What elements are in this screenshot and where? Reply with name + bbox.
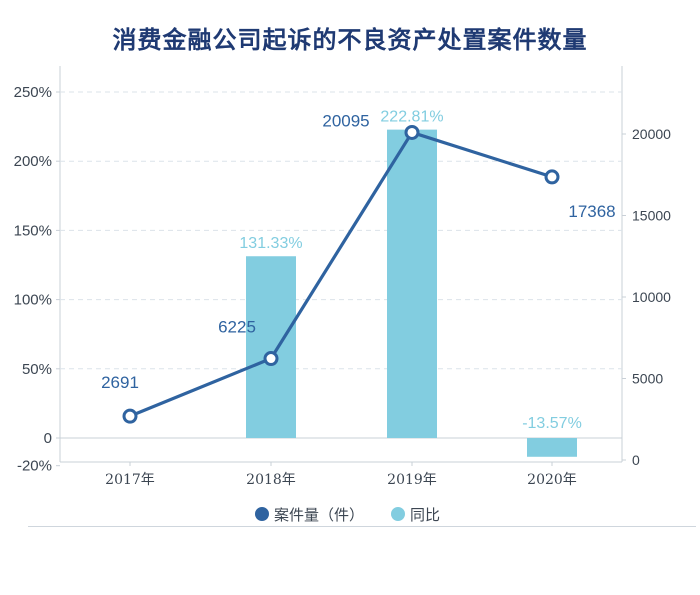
line-data-label: 2691 — [101, 373, 139, 392]
right-tick-label: 0 — [632, 452, 640, 468]
left-tick-label: 150% — [14, 222, 52, 239]
line-point — [544, 169, 560, 185]
x-tick-label: 2019年 — [387, 472, 437, 488]
series-line — [129, 130, 553, 418]
footer-divider — [28, 526, 696, 527]
line-point — [263, 351, 279, 367]
bar-data-label: -13.57% — [522, 415, 582, 432]
right-tick-label: 10000 — [632, 289, 671, 305]
legend-label: 同比 — [410, 506, 440, 524]
bar — [527, 438, 577, 457]
x-tick-label: 2020年 — [527, 472, 577, 488]
line-point — [404, 124, 420, 140]
left-tick-label: 250% — [14, 84, 52, 101]
bar-data-label: 222.81% — [380, 109, 443, 126]
line-data-label: 6225 — [218, 318, 256, 337]
bar — [246, 256, 296, 438]
bar — [387, 129, 437, 438]
line-point — [122, 408, 138, 424]
right-tick-label: 20000 — [632, 126, 671, 142]
left-tick-label: 200% — [14, 153, 52, 170]
left-tick-label: -20% — [17, 458, 52, 475]
left-tick-label: 0 — [44, 430, 52, 447]
right-tick-label: 15000 — [632, 208, 671, 224]
line-data-label: 20095 — [322, 111, 369, 130]
x-tick-label: 2018年 — [246, 472, 296, 488]
legend-marker — [255, 507, 269, 521]
line-data-label: 17368 — [568, 202, 615, 221]
left-tick-label: 100% — [14, 292, 52, 309]
x-tick-label: 2017年 — [105, 472, 155, 488]
legend-marker — [391, 507, 405, 521]
chart-title: 消费金融公司起诉的不良资产处置案件数量 — [112, 26, 588, 54]
left-tick-label: 50% — [22, 361, 52, 378]
legend-label: 案件量（件） — [274, 506, 364, 524]
bar-data-label: 131.33% — [239, 235, 302, 252]
right-tick-label: 5000 — [632, 371, 663, 387]
